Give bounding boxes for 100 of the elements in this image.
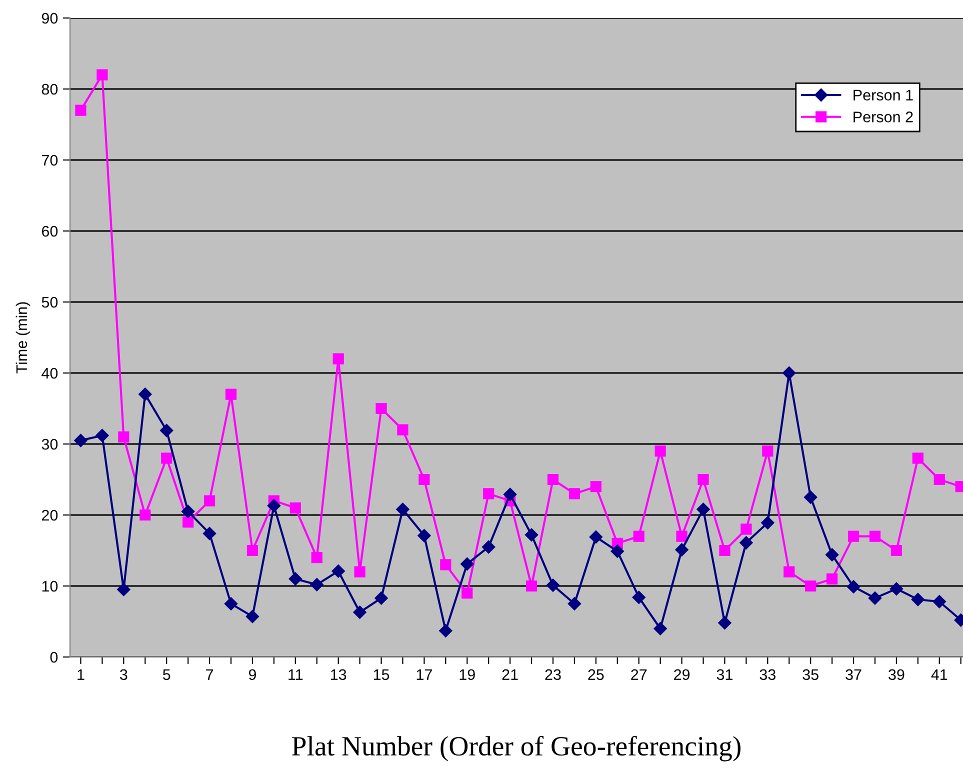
point xyxy=(482,540,496,554)
point xyxy=(568,488,580,500)
point xyxy=(718,616,732,630)
x-tick-label: 41 xyxy=(931,669,948,680)
y-tick-label: 70 xyxy=(42,154,58,166)
point xyxy=(782,366,796,380)
point xyxy=(202,526,216,540)
point xyxy=(869,530,881,542)
point xyxy=(160,424,174,438)
point xyxy=(75,104,86,116)
point xyxy=(310,578,324,592)
point xyxy=(182,516,194,528)
point xyxy=(805,580,816,592)
x-tick-label: 11 xyxy=(288,669,303,680)
x-tick-label: 17 xyxy=(416,669,432,680)
point xyxy=(397,424,408,436)
x-tick-label: 29 xyxy=(674,669,690,680)
point xyxy=(439,624,452,638)
x-tick-label: 1 xyxy=(78,669,84,680)
point xyxy=(267,499,281,512)
point xyxy=(440,559,452,570)
y-tick-label: 50 xyxy=(42,296,58,308)
point xyxy=(96,69,108,80)
point xyxy=(632,590,646,604)
point xyxy=(719,544,730,556)
y-tick-label: 20 xyxy=(42,510,58,521)
point xyxy=(483,488,494,500)
point xyxy=(890,544,902,556)
point xyxy=(396,502,410,516)
point xyxy=(288,572,302,586)
x-tick-label: 31 xyxy=(716,669,732,680)
point xyxy=(784,566,795,578)
point xyxy=(589,530,603,544)
point xyxy=(138,388,152,401)
point xyxy=(825,548,839,562)
point xyxy=(526,580,538,592)
y-tick-label: 80 xyxy=(42,84,58,95)
point xyxy=(654,446,666,457)
point xyxy=(332,564,345,578)
point xyxy=(568,597,582,610)
point xyxy=(546,578,560,592)
point xyxy=(503,488,517,501)
point xyxy=(740,524,752,535)
point xyxy=(161,452,172,464)
point xyxy=(761,516,774,530)
y-tick-label: 10 xyxy=(42,580,58,592)
point xyxy=(460,557,474,571)
point xyxy=(696,502,710,516)
point xyxy=(590,481,602,492)
point xyxy=(117,582,130,596)
point xyxy=(654,622,667,636)
point xyxy=(246,544,258,556)
x-tick-label: 25 xyxy=(588,669,604,680)
point xyxy=(204,495,216,506)
x-tick-label: 33 xyxy=(760,669,776,680)
y-tick-label: 0 xyxy=(50,652,58,663)
point xyxy=(462,588,473,599)
point xyxy=(181,504,195,518)
y-axis-title: Time (min) xyxy=(16,302,30,374)
x-tick-label: 19 xyxy=(460,669,475,680)
point xyxy=(140,509,151,521)
point xyxy=(932,595,946,608)
y-tick-label: 60 xyxy=(42,226,58,237)
y-tick-label: 40 xyxy=(42,368,58,379)
point xyxy=(353,606,366,619)
point xyxy=(118,431,130,442)
point xyxy=(354,566,366,578)
point xyxy=(676,530,688,542)
x-tick-label: 3 xyxy=(120,669,128,680)
point xyxy=(547,474,559,486)
x-tick-label: 15 xyxy=(374,669,390,680)
x-tick-label: 13 xyxy=(331,669,346,680)
point xyxy=(376,402,387,414)
point xyxy=(912,452,924,464)
x-tick-label: 37 xyxy=(846,669,862,680)
point xyxy=(524,528,538,542)
point xyxy=(246,610,260,624)
x-tick-label: 27 xyxy=(631,669,647,680)
point xyxy=(374,591,388,605)
x-tick-label: 5 xyxy=(162,669,170,680)
point xyxy=(418,474,430,486)
point xyxy=(675,543,688,556)
y-tick-label: 90 xyxy=(42,12,58,24)
point xyxy=(740,536,753,550)
legend-label: Person 2 xyxy=(854,112,913,122)
point xyxy=(633,530,644,542)
point xyxy=(804,490,818,504)
point xyxy=(868,591,882,605)
legend-label: Person 1 xyxy=(854,90,913,100)
x-tick-label: 21 xyxy=(502,669,518,680)
point xyxy=(762,446,774,457)
x-tick-label: 39 xyxy=(888,669,904,680)
x-tick-label: 7 xyxy=(206,669,214,680)
x-tick-label: 9 xyxy=(248,669,256,680)
point xyxy=(698,474,709,486)
point xyxy=(74,434,88,448)
point xyxy=(826,573,838,584)
point xyxy=(934,474,945,486)
point xyxy=(418,529,431,542)
point xyxy=(290,502,301,514)
